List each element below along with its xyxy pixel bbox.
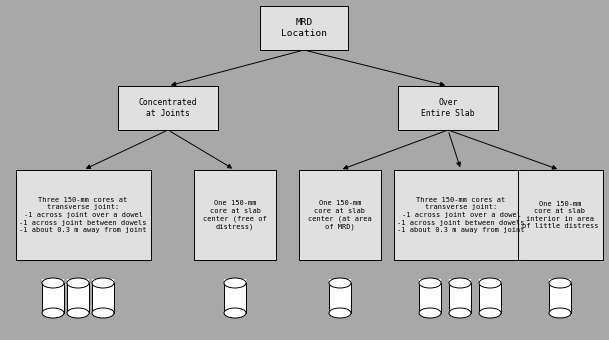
FancyBboxPatch shape: [329, 279, 351, 284]
FancyBboxPatch shape: [194, 170, 276, 260]
FancyBboxPatch shape: [92, 279, 114, 284]
FancyBboxPatch shape: [299, 170, 381, 260]
FancyBboxPatch shape: [329, 283, 351, 313]
Text: Over
Entire Slab: Over Entire Slab: [421, 98, 475, 118]
FancyBboxPatch shape: [398, 86, 498, 130]
Text: Concentrated
at Joints: Concentrated at Joints: [139, 98, 197, 118]
Ellipse shape: [92, 278, 114, 288]
Ellipse shape: [449, 308, 471, 318]
Ellipse shape: [224, 278, 246, 288]
Ellipse shape: [329, 278, 351, 288]
FancyBboxPatch shape: [419, 279, 441, 284]
Ellipse shape: [449, 278, 471, 288]
FancyBboxPatch shape: [419, 283, 441, 313]
Ellipse shape: [42, 308, 64, 318]
Ellipse shape: [419, 308, 441, 318]
FancyBboxPatch shape: [15, 170, 150, 260]
Ellipse shape: [329, 308, 351, 318]
Text: One 150-mm
core at slab
interior in area
of little distress: One 150-mm core at slab interior in area…: [522, 201, 598, 229]
FancyBboxPatch shape: [67, 279, 89, 284]
Text: Three 150-mm cores at
transverse joint:
-1 across joint over a dowel
-1 across j: Three 150-mm cores at transverse joint: …: [19, 197, 147, 233]
Text: Three 150-mm cores at
transverse joint:
-1 across joint over a dowel
-1 across j: Three 150-mm cores at transverse joint: …: [397, 197, 525, 233]
Ellipse shape: [419, 278, 441, 288]
FancyBboxPatch shape: [479, 279, 501, 284]
Ellipse shape: [549, 278, 571, 288]
Ellipse shape: [479, 278, 501, 288]
FancyBboxPatch shape: [118, 86, 218, 130]
Ellipse shape: [224, 308, 246, 318]
Text: MRD
Location: MRD Location: [281, 18, 327, 38]
FancyBboxPatch shape: [260, 6, 348, 50]
FancyBboxPatch shape: [393, 170, 529, 260]
FancyBboxPatch shape: [549, 279, 571, 284]
Text: One 150-mm
core at slab
center (at area
of MRD): One 150-mm core at slab center (at area …: [308, 200, 372, 230]
Ellipse shape: [42, 278, 64, 288]
FancyBboxPatch shape: [42, 279, 64, 284]
Ellipse shape: [67, 308, 89, 318]
Ellipse shape: [92, 308, 114, 318]
FancyBboxPatch shape: [42, 283, 64, 313]
FancyBboxPatch shape: [449, 279, 471, 284]
FancyBboxPatch shape: [224, 283, 246, 313]
FancyBboxPatch shape: [518, 170, 602, 260]
Ellipse shape: [479, 308, 501, 318]
Ellipse shape: [549, 308, 571, 318]
Ellipse shape: [67, 278, 89, 288]
FancyBboxPatch shape: [549, 283, 571, 313]
FancyBboxPatch shape: [224, 279, 246, 284]
FancyBboxPatch shape: [67, 283, 89, 313]
FancyBboxPatch shape: [479, 283, 501, 313]
FancyBboxPatch shape: [449, 283, 471, 313]
FancyBboxPatch shape: [92, 283, 114, 313]
Text: One 150-mm
core at slab
center (free of
distress): One 150-mm core at slab center (free of …: [203, 200, 267, 230]
